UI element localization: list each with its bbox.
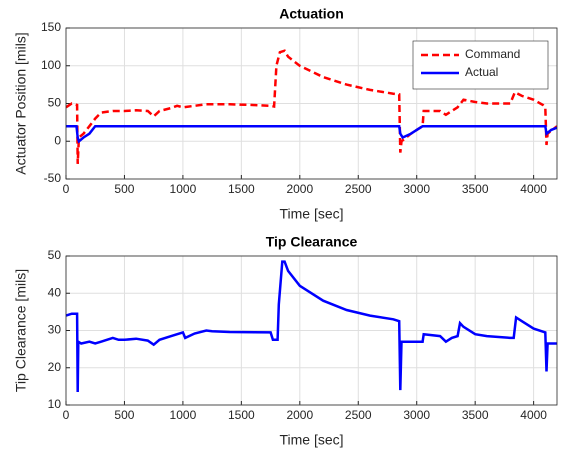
- x-tick-label: 0: [63, 182, 70, 196]
- legend-box: [412, 40, 549, 90]
- x-tick-label: 3000: [403, 408, 430, 422]
- x-tick-label: 1000: [170, 182, 197, 196]
- y-tick-label: 30: [48, 323, 62, 337]
- y-axis-label: Actuator Position [mils]: [13, 32, 29, 174]
- x-tick-label: 0: [63, 408, 70, 422]
- x-tick-label: 2000: [286, 182, 313, 196]
- legend-label: Command: [465, 47, 520, 61]
- series-line: [66, 124, 557, 144]
- y-tick-label: 20: [48, 360, 62, 374]
- x-tick-label: 3000: [403, 182, 430, 196]
- legend-label: Actual: [465, 65, 498, 79]
- y-tick-label: -50: [44, 171, 62, 185]
- x-tick-label: 4000: [520, 182, 547, 196]
- x-tick-label: 1500: [228, 182, 255, 196]
- x-tick-label: 1500: [228, 408, 255, 422]
- chart-title: Actuation: [279, 6, 344, 22]
- x-axis-label: Time [sec]: [279, 206, 343, 222]
- y-tick-label: 100: [41, 58, 61, 72]
- x-tick-label: 3500: [462, 408, 489, 422]
- x-tick-label: 1000: [170, 408, 197, 422]
- y-tick-label: 50: [48, 248, 62, 262]
- y-tick-label: 50: [48, 96, 62, 110]
- x-tick-label: 2500: [345, 182, 372, 196]
- x-tick-label: 2000: [286, 408, 313, 422]
- axes-box: [65, 255, 558, 406]
- x-tick-label: 3500: [462, 182, 489, 196]
- series-line: [66, 49, 557, 164]
- y-axis-label: Tip Clearance [mils]: [13, 269, 29, 392]
- y-tick-label: 10: [48, 397, 62, 411]
- x-tick-label: 4000: [520, 408, 547, 422]
- series-line: [66, 260, 557, 393]
- x-tick-label: 500: [114, 182, 134, 196]
- y-tick-label: 150: [41, 20, 61, 34]
- x-tick-label: 500: [114, 408, 134, 422]
- x-axis-label: Time [sec]: [279, 432, 343, 448]
- y-tick-label: 0: [54, 133, 61, 147]
- y-tick-label: 40: [48, 285, 62, 299]
- axes-box: [65, 27, 558, 180]
- chart-title: Tip Clearance: [266, 234, 358, 250]
- x-tick-label: 2500: [345, 408, 372, 422]
